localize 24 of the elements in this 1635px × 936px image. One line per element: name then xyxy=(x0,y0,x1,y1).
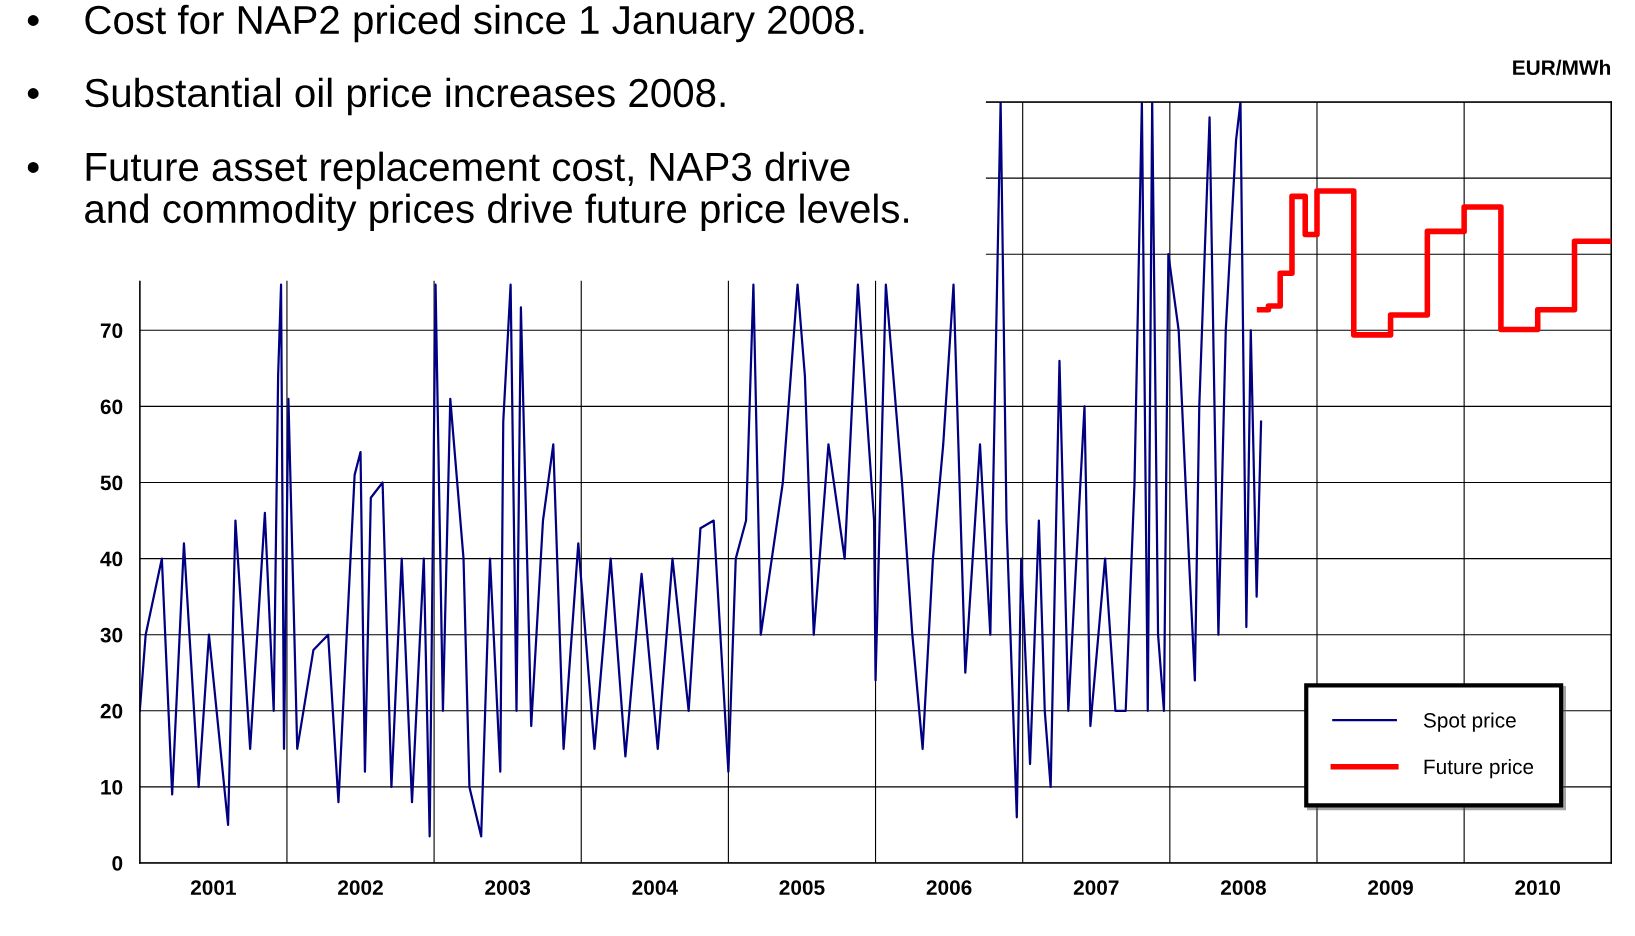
x-tick-label: 2003 xyxy=(485,880,531,895)
x-tick-label: 2002 xyxy=(338,880,383,895)
y-tick-label: 0 xyxy=(112,855,123,871)
x-tick-label: 2001 xyxy=(190,880,236,895)
x-tick-label: 2004 xyxy=(632,880,678,895)
x-tick-label: 2009 xyxy=(1368,880,1413,895)
text: •Cost for NAP2 priced since 1 January 2008. xyxy=(27,4,864,43)
y-axis-title: EUR/MWh xyxy=(1513,59,1610,76)
x-tick-label: 2005 xyxy=(779,880,825,895)
y-tick-label: 60 xyxy=(100,399,123,415)
y-tick-label: 10 xyxy=(101,779,123,795)
y-tick-label: 70 xyxy=(100,323,123,339)
x-tick-label: 2010 xyxy=(1515,880,1561,895)
annotation: •Substantial oil price increases 2008. xyxy=(27,77,725,116)
y-tick-label: 20 xyxy=(100,703,123,719)
legend-label: Spot price xyxy=(1423,712,1516,732)
x-tick-label: 2008 xyxy=(1220,880,1266,895)
x-tick-label: 2007 xyxy=(1073,880,1119,895)
y-tick-label: 30 xyxy=(100,627,123,643)
x-tick-label: 2006 xyxy=(926,880,972,895)
annotation: •Future asset replacement cost, NAP3 drive and commodity prices drive future price levels. xyxy=(27,151,908,232)
legend-label: Future price xyxy=(1424,758,1534,779)
y-tick-label: 40 xyxy=(100,551,123,567)
y-tick-label: 50 xyxy=(100,475,123,491)
